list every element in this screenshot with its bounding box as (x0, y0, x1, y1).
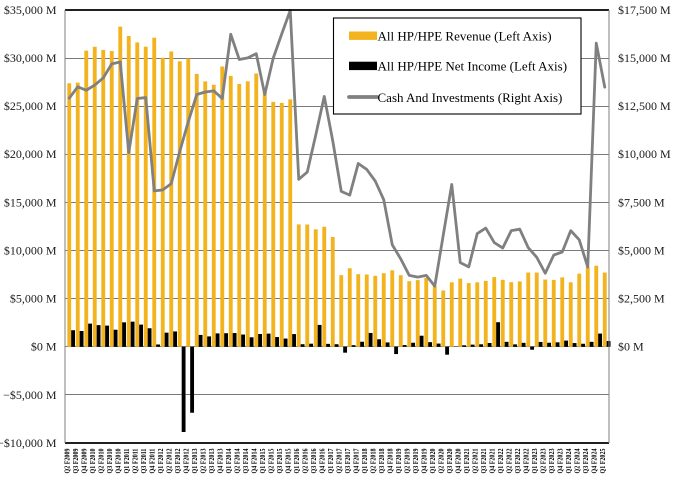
svg-text:$17,500 M: $17,500 M (618, 3, 671, 17)
svg-text:Q3 F2024: Q3 F2024 (582, 448, 590, 473)
svg-text:Q4 F2014: Q4 F2014 (250, 448, 258, 473)
svg-text:Q4 F2023: Q4 F2023 (556, 448, 564, 473)
svg-text:Q3 F2021: Q3 F2021 (480, 448, 488, 473)
svg-text:$0 M: $0 M (618, 340, 644, 354)
svg-text:Q3 F2014: Q3 F2014 (242, 448, 250, 473)
svg-text:Q2 F2024: Q2 F2024 (573, 448, 581, 473)
svg-text:$15,000 M: $15,000 M (4, 195, 57, 209)
svg-text:Q1 F2018: Q1 F2018 (361, 448, 369, 473)
svg-text:$30,000 M: $30,000 M (4, 51, 57, 65)
svg-text:$2,500 M: $2,500 M (618, 292, 665, 306)
svg-text:Q1 F2025: Q1 F2025 (599, 448, 607, 473)
svg-text:Q2 F2015: Q2 F2015 (267, 448, 275, 473)
svg-text:Q1 F2019: Q1 F2019 (395, 448, 403, 473)
svg-text:Q4 F2012: Q4 F2012 (182, 448, 190, 473)
svg-text:Q4 F2013: Q4 F2013 (216, 448, 224, 473)
svg-text:Q3 F2020: Q3 F2020 (446, 448, 454, 473)
svg-text:$12,500 M: $12,500 M (618, 99, 671, 113)
svg-text:Q4 F2024: Q4 F2024 (590, 448, 598, 473)
svg-text:Q1 F2017: Q1 F2017 (327, 448, 335, 473)
svg-text:Q4 F2021: Q4 F2021 (488, 448, 496, 473)
svg-text:Cash And Investments (Right Ax: Cash And Investments (Right Axis) (378, 90, 563, 105)
svg-text:$0 M: $0 M (31, 340, 57, 354)
svg-text:Q3 F2009: Q3 F2009 (72, 448, 80, 473)
svg-text:Q4 F2020: Q4 F2020 (454, 448, 462, 473)
svg-text:Q1 F2014: Q1 F2014 (225, 448, 233, 473)
svg-text:All HP/HPE Net Income (Left Ax: All HP/HPE Net Income (Left Axis) (378, 59, 568, 74)
svg-text:Q2 F2023: Q2 F2023 (539, 448, 547, 473)
svg-text:Q2 F2022: Q2 F2022 (505, 448, 513, 473)
svg-text:$5,000 M: $5,000 M (10, 292, 57, 306)
svg-text:Q1 F2022: Q1 F2022 (497, 448, 505, 473)
svg-text:Q3 F2012: Q3 F2012 (174, 448, 182, 473)
svg-text:$35,000 M: $35,000 M (4, 3, 57, 17)
svg-text:Q2 F2009: Q2 F2009 (63, 448, 71, 473)
svg-text:Q3 F2023: Q3 F2023 (548, 448, 556, 473)
svg-text:Q2 F2014: Q2 F2014 (233, 448, 241, 473)
svg-text:$7,500 M: $7,500 M (618, 195, 665, 209)
svg-text:Q2 F2019: Q2 F2019 (403, 448, 411, 473)
svg-text:All HP/HPE Revenue (Left Axis): All HP/HPE Revenue (Left Axis) (378, 29, 552, 44)
svg-text:Q2 F2013: Q2 F2013 (199, 448, 207, 473)
svg-text:Q3 F2017: Q3 F2017 (344, 448, 352, 473)
svg-text:Q2 F2017: Q2 F2017 (335, 448, 343, 473)
svg-text:Q1 F2016: Q1 F2016 (293, 448, 301, 473)
svg-text:Q2 F2012: Q2 F2012 (165, 448, 173, 473)
svg-text:Q2 F2021: Q2 F2021 (471, 448, 479, 473)
svg-text:Q3 F2013: Q3 F2013 (208, 448, 216, 473)
svg-text:Q2 F2011: Q2 F2011 (131, 448, 139, 473)
svg-text:$10,000 M: $10,000 M (618, 147, 671, 161)
svg-text:$5,000 M: $5,000 M (618, 243, 665, 257)
svg-text:Q2 F2010: Q2 F2010 (97, 448, 105, 473)
svg-text:Q4 F2009: Q4 F2009 (80, 448, 88, 473)
svg-text:−$10,000 M: −$10,000 M (0, 436, 57, 450)
svg-text:Q3 F2015: Q3 F2015 (276, 448, 284, 473)
svg-text:Q1 F2011: Q1 F2011 (123, 448, 131, 473)
svg-text:Q1 F2010: Q1 F2010 (89, 448, 97, 473)
svg-text:$15,000 M: $15,000 M (618, 51, 671, 65)
svg-text:Q1 F2021: Q1 F2021 (463, 448, 471, 473)
svg-text:$10,000 M: $10,000 M (4, 243, 57, 257)
svg-text:Q3 F2016: Q3 F2016 (310, 448, 318, 473)
svg-text:Q4 F2019: Q4 F2019 (420, 448, 428, 473)
svg-text:Q3 F2010: Q3 F2010 (106, 448, 114, 473)
svg-text:Q4 F2016: Q4 F2016 (318, 448, 326, 473)
svg-text:Q4 F2017: Q4 F2017 (352, 448, 360, 473)
svg-text:$25,000 M: $25,000 M (4, 99, 57, 113)
svg-text:−$5,000 M: −$5,000 M (3, 388, 57, 402)
svg-text:Q2 F2018: Q2 F2018 (369, 448, 377, 473)
svg-text:Q1 F2020: Q1 F2020 (429, 448, 437, 473)
svg-text:$20,000 M: $20,000 M (4, 147, 57, 161)
svg-text:Q4 F2011: Q4 F2011 (148, 448, 156, 473)
svg-text:Q3 F2019: Q3 F2019 (412, 448, 420, 473)
svg-text:Q2 F2020: Q2 F2020 (437, 448, 445, 473)
svg-text:Q4 F2015: Q4 F2015 (284, 448, 292, 473)
svg-text:Q1 F2015: Q1 F2015 (259, 448, 267, 473)
svg-text:Q4 F2010: Q4 F2010 (114, 448, 122, 473)
svg-text:Q3 F2022: Q3 F2022 (514, 448, 522, 473)
svg-text:Q1 F2012: Q1 F2012 (157, 448, 165, 473)
svg-text:Q3 F2018: Q3 F2018 (378, 448, 386, 473)
svg-text:Q1 F2023: Q1 F2023 (531, 448, 539, 473)
svg-text:Q2 F2016: Q2 F2016 (301, 448, 309, 473)
svg-text:Q4 F2022: Q4 F2022 (522, 448, 530, 473)
svg-text:Q1 F2013: Q1 F2013 (191, 448, 199, 473)
svg-text:Q1 F2024: Q1 F2024 (565, 448, 573, 473)
svg-text:Q4 F2018: Q4 F2018 (386, 448, 394, 473)
svg-text:Q3 F2011: Q3 F2011 (140, 448, 148, 473)
